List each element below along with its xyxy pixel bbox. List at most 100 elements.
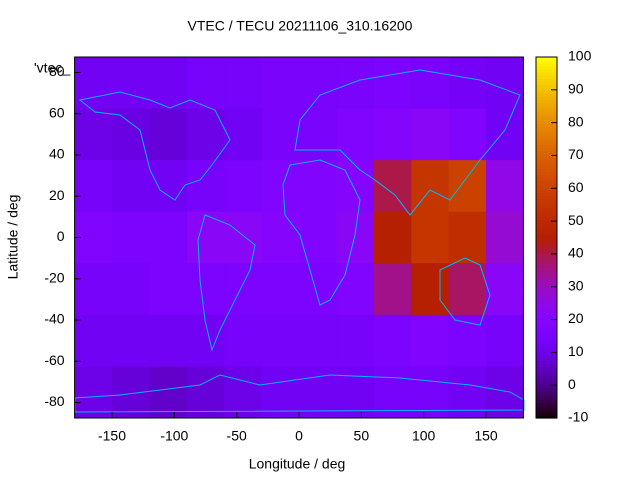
coastline — [78, 91, 231, 201]
heatmap-cell — [373, 314, 412, 367]
colorbar-step — [536, 360, 557, 365]
colorbar-tick-label: 100 — [568, 48, 592, 64]
heatmap-cell — [486, 57, 524, 110]
heatmap-cell — [261, 314, 300, 367]
heatmap-cell — [336, 263, 375, 316]
colorbar-step — [536, 408, 557, 413]
colorbar-step — [536, 141, 557, 145]
colorbar-step — [536, 81, 557, 85]
colorbar-step — [536, 336, 557, 341]
colorbar-step — [536, 156, 557, 160]
colorbar-tick-label: 30 — [568, 277, 584, 293]
heatmap-cell — [149, 263, 188, 316]
colorbar-step — [536, 57, 557, 61]
colorbar-step — [536, 147, 557, 151]
heatmap-cell — [224, 57, 263, 110]
colorbar-step — [536, 108, 557, 112]
heatmap-cell — [149, 160, 188, 213]
heatmap-cell — [74, 57, 113, 110]
colorbar-step — [536, 255, 557, 260]
heatmap-cell — [149, 57, 188, 110]
colorbar-step — [536, 399, 557, 404]
heatmap-cell — [74, 108, 113, 161]
y-tick-label: 60 — [49, 104, 65, 120]
heatmap-cell — [336, 211, 375, 264]
colorbar-step — [536, 231, 557, 236]
y-tick-label: -60 — [44, 352, 64, 368]
x-tick-label: 0 — [295, 428, 303, 444]
colorbar-step — [536, 225, 557, 230]
heatmap-cell — [486, 314, 524, 367]
colorbar-step — [536, 261, 557, 266]
heatmap-cell — [299, 314, 337, 367]
heatmap-cell — [149, 314, 188, 367]
heatmap-cell — [149, 366, 188, 419]
heatmap-cell — [261, 211, 300, 264]
colorbar-step — [536, 243, 557, 248]
heatmap-cell — [373, 108, 412, 161]
colorbar-step — [536, 213, 557, 218]
y-axis-label: Latitude / deg — [5, 195, 21, 280]
heatmap-cell — [486, 366, 524, 419]
coastline — [294, 69, 521, 216]
colorbar-step — [536, 78, 557, 82]
colorbar-step — [536, 72, 557, 76]
colorbar-step — [536, 105, 557, 109]
x-tick-label: 150 — [474, 428, 498, 444]
x-tick-label: -100 — [160, 428, 188, 444]
colorbar-step — [536, 96, 557, 100]
colorbar-step — [536, 75, 557, 79]
heatmap-cell — [411, 160, 450, 213]
heatmap-cell — [336, 108, 375, 161]
colorbar-step — [536, 318, 557, 323]
y-tick-label: 40 — [49, 146, 65, 162]
colorbar-step — [536, 183, 557, 187]
colorbar-step — [536, 99, 557, 103]
coastlines — [74, 69, 525, 413]
colorbar-step — [536, 258, 557, 263]
colorbar-step — [536, 279, 557, 284]
y-tick-label: 80 — [49, 63, 65, 79]
heatmap-cell — [299, 263, 337, 316]
colorbar-tick-label: 90 — [568, 81, 584, 97]
colorbar-step — [536, 324, 557, 329]
colorbar-step — [536, 414, 557, 419]
heatmap-cell — [74, 160, 113, 213]
colorbar-tick-label: 60 — [568, 179, 584, 195]
colorbar-step — [536, 138, 557, 142]
colorbar-step — [536, 126, 557, 130]
heatmap-cell — [448, 263, 487, 316]
colorbar-step — [536, 267, 557, 272]
heatmap-cell — [224, 211, 263, 264]
heatmap-cell — [74, 263, 113, 316]
colorbar-step — [536, 195, 557, 199]
heatmap-cell — [186, 366, 225, 419]
heatmap-cell — [261, 160, 300, 213]
colorbar-step — [536, 165, 557, 169]
x-axis-label: Longitude / deg — [249, 456, 346, 472]
colorbar-step — [536, 306, 557, 311]
y-tick-label: -80 — [44, 393, 64, 409]
colorbar-step — [536, 252, 557, 257]
heatmap-cell — [186, 211, 225, 264]
heatmap-cell — [224, 160, 263, 213]
colorbar-step — [536, 297, 557, 302]
heatmap-cell — [186, 57, 225, 110]
heatmap-cell — [411, 263, 450, 316]
heatmap-cell — [186, 160, 225, 213]
heatmap-cell — [373, 211, 412, 264]
colorbar-step — [536, 237, 557, 242]
heatmap-cell — [261, 263, 300, 316]
colorbar-step — [536, 132, 557, 136]
heatmap-cell — [261, 57, 300, 110]
heatmap-cell — [373, 160, 412, 213]
heatmap-cell — [299, 108, 337, 161]
colorbar-step — [536, 330, 557, 335]
colorbar-step — [536, 210, 557, 215]
chart-title: VTEC / TECU 20211106_310.16200 — [188, 18, 413, 34]
heatmap-cell — [411, 108, 450, 161]
colorbar-step — [536, 216, 557, 221]
colorbar-step — [536, 372, 557, 377]
heatmap-cells — [74, 57, 524, 419]
